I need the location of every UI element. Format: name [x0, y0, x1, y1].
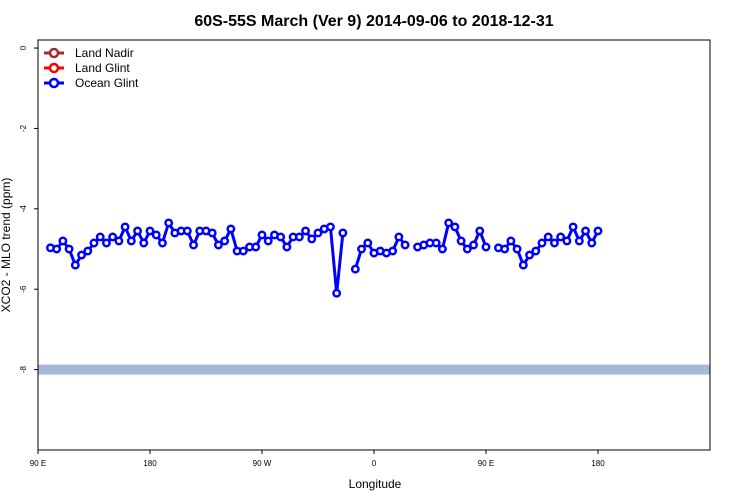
- data-point: [83, 246, 93, 256]
- data-point: [294, 232, 304, 242]
- data-point: [257, 230, 267, 240]
- data-point: [64, 244, 74, 254]
- plot-frame: [37, 39, 711, 451]
- data-point: [400, 240, 410, 250]
- y-tick-label: -6: [19, 285, 28, 293]
- x-axis-label: Longitude: [349, 477, 402, 491]
- data-point: [450, 222, 460, 232]
- data-point: [164, 218, 174, 228]
- data-point: [276, 232, 286, 242]
- data-point: [263, 236, 273, 246]
- data-point: [469, 240, 479, 250]
- data-point: [238, 246, 248, 256]
- legend-marker: [48, 77, 60, 89]
- y-axis-label: XCO2 - MLO trend (ppm): [0, 178, 13, 313]
- data-point: [213, 240, 223, 250]
- data-point: [226, 224, 236, 234]
- data-point: [475, 226, 485, 236]
- data-point: [587, 238, 597, 248]
- data-point: [394, 232, 404, 242]
- data-point: [325, 222, 335, 232]
- data-point: [114, 236, 124, 246]
- y-tick-label: -8: [19, 366, 28, 374]
- data-point: [101, 238, 111, 248]
- data-point: [568, 222, 578, 232]
- legend-label: Land Nadir: [75, 46, 134, 60]
- data-point: [357, 244, 367, 254]
- data-point: [338, 228, 348, 238]
- legend-marker: [48, 62, 60, 74]
- data-point: [556, 232, 566, 242]
- data-point: [207, 228, 217, 238]
- data-point: [431, 238, 441, 248]
- data-point: [500, 244, 510, 254]
- data-point: [120, 222, 130, 232]
- x-tick-label: 90 E: [30, 459, 46, 468]
- data-point: [189, 240, 199, 250]
- y-tick-label: -2: [19, 124, 28, 132]
- data-point: [139, 238, 149, 248]
- data-point: [518, 260, 528, 270]
- data-point: [537, 238, 547, 248]
- data-point: [58, 236, 68, 246]
- data-point: [95, 232, 105, 242]
- data-point: [481, 242, 491, 252]
- data-point: [562, 236, 572, 246]
- series-layer: [45, 218, 603, 298]
- data-point: [301, 226, 311, 236]
- data-point: [126, 236, 136, 246]
- data-point: [350, 264, 360, 274]
- data-point: [220, 236, 230, 246]
- reference-band: [38, 364, 710, 375]
- data-point: [89, 238, 99, 248]
- legend-label: Land Glint: [75, 61, 130, 75]
- data-point: [313, 228, 323, 238]
- data-point: [593, 226, 603, 236]
- data-point: [108, 232, 118, 242]
- chart-title: 60S-55S March (Ver 9) 2014-09-06 to 2018…: [194, 13, 553, 30]
- data-point: [581, 226, 591, 236]
- data-point: [77, 250, 87, 260]
- data-point: [388, 246, 398, 256]
- data-point: [145, 226, 155, 236]
- data-point: [151, 230, 161, 240]
- data-point: [444, 218, 454, 228]
- data-point: [52, 244, 62, 254]
- data-point: [531, 246, 541, 256]
- data-point: [133, 226, 143, 236]
- data-point: [182, 226, 192, 236]
- data-point: [574, 236, 584, 246]
- data-point: [70, 260, 80, 270]
- y-axis: 0 -2 -4 -6 -8: [19, 45, 38, 373]
- data-point: [549, 238, 559, 248]
- data-point: [282, 242, 292, 252]
- data-point: [525, 250, 535, 260]
- data-point: [363, 238, 373, 248]
- band-layer: [38, 364, 710, 375]
- data-point: [462, 244, 472, 254]
- data-point: [456, 236, 466, 246]
- y-tick-label: -4: [19, 205, 28, 213]
- x-tick-label: 90 E: [478, 459, 494, 468]
- x-axis: 90 E 180 90 W 0 90 E 180: [30, 450, 605, 468]
- y-tick-label: 0: [19, 45, 28, 50]
- data-point: [332, 288, 342, 298]
- x-tick-label: 180: [591, 459, 605, 468]
- legend-label: Ocean Glint: [75, 76, 139, 90]
- data-point: [437, 244, 447, 254]
- data-point: [307, 234, 317, 244]
- data-point: [512, 244, 522, 254]
- data-point: [251, 242, 261, 252]
- x-tick-label: 0: [372, 459, 377, 468]
- data-point: [543, 232, 553, 242]
- data-point: [506, 236, 516, 246]
- data-point: [157, 238, 167, 248]
- legend-marker: [48, 47, 60, 59]
- x-tick-label: 90 W: [253, 459, 272, 468]
- x-tick-label: 180: [143, 459, 157, 468]
